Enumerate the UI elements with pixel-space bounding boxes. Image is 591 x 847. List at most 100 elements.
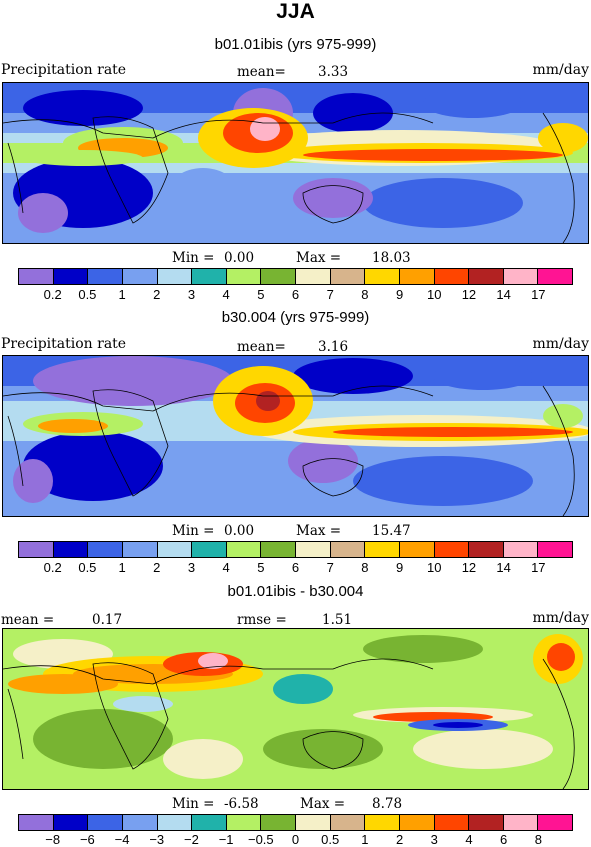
colorbar-swatch — [434, 269, 470, 284]
colorbar-tick-label: 2 — [153, 560, 161, 575]
panel1-map — [2, 82, 589, 244]
colorbar-tick-label: 3 — [187, 560, 196, 575]
colorbar-tick-label: 3 — [187, 287, 196, 302]
colorbar-swatch — [88, 269, 123, 284]
panel1-variable-label: Precipitation rate — [1, 62, 127, 78]
panel2-mean-label: mean= — [237, 339, 286, 355]
colorbar-tick-label: −4 — [114, 832, 130, 847]
colorbar-swatch — [538, 269, 572, 284]
colorbar-swatch — [157, 542, 193, 557]
colorbar-swatch — [53, 269, 89, 284]
colorbar-tick-label: −0.5 — [247, 832, 274, 847]
colorbar-tick-label: 8 — [534, 832, 542, 847]
panel2-mean-value: 3.16 — [318, 339, 349, 355]
colorbar-swatch — [503, 815, 539, 830]
colorbar-tick-label: −8 — [45, 832, 61, 847]
panel3-min-label: Min = — [172, 796, 215, 812]
panel3-mean-label: mean = — [1, 612, 55, 628]
colorbar-tick-label: 1 — [361, 832, 369, 847]
colorbar-swatch — [122, 815, 158, 830]
panel2-units: mm/day — [532, 336, 590, 352]
colorbar-tick-label: −1 — [218, 832, 234, 847]
colorbar-swatch — [122, 542, 158, 557]
colorbar-swatch — [226, 542, 262, 557]
colorbar-swatch — [538, 815, 572, 830]
colorbar-swatch — [434, 542, 470, 557]
colorbar-tick-label: 7 — [326, 287, 334, 302]
colorbar-swatch — [88, 815, 123, 830]
colorbar-tick-label: 2 — [153, 287, 161, 302]
colorbar-tick-label: 7 — [326, 560, 334, 575]
colorbar-swatch — [192, 269, 227, 284]
panel2-min-value: 0.00 — [224, 523, 255, 539]
colorbar-tick-label: 12 — [461, 560, 477, 575]
colorbar-swatch — [157, 815, 193, 830]
panel2-colorbar — [18, 541, 573, 558]
colorbar-swatch — [538, 542, 572, 557]
colorbar-tick-label: 2 — [395, 832, 404, 847]
colorbar-swatch — [261, 815, 296, 830]
colorbar-tick-label: 5 — [257, 287, 265, 302]
panel3-max-label: Max = — [300, 796, 346, 812]
colorbar-swatch — [53, 542, 89, 557]
panel2-subtitle: b30.004 (yrs 975-999) — [221, 309, 370, 326]
colorbar-swatch — [365, 815, 400, 830]
panel3-mean-value: 0.17 — [92, 612, 123, 628]
colorbar-tick-label: 12 — [461, 287, 477, 302]
colorbar-swatch — [19, 815, 54, 830]
colorbar-tick-label: 9 — [395, 560, 404, 575]
panel2-min-label: Min = — [172, 523, 215, 539]
panel1-mean-value: 3.33 — [318, 64, 349, 80]
colorbar-swatch — [296, 815, 331, 830]
colorbar-swatch — [122, 269, 158, 284]
colorbar-tick-label: 8 — [361, 560, 369, 575]
panel1-min-label: Min = — [172, 250, 215, 266]
colorbar-tick-label: 1 — [118, 560, 126, 575]
colorbar-tick-label: 10 — [427, 287, 442, 302]
colorbar-tick-label: 8 — [361, 287, 369, 302]
panel1-max-value: 18.03 — [372, 250, 411, 266]
colorbar-tick-label: −2 — [184, 832, 199, 847]
colorbar-swatch — [226, 269, 262, 284]
colorbar-swatch — [157, 269, 193, 284]
panel3-map — [2, 628, 589, 790]
panel2-variable-label: Precipitation rate — [1, 336, 127, 352]
colorbar-swatch — [88, 542, 123, 557]
colorbar-tick-label: 10 — [427, 560, 442, 575]
colorbar-tick-label: 5 — [257, 560, 265, 575]
colorbar-swatch — [330, 269, 366, 284]
colorbar-swatch — [330, 815, 366, 830]
colorbar-swatch — [296, 542, 331, 557]
colorbar-tick-label: 0.5 — [78, 560, 97, 575]
colorbar-tick-label: 9 — [395, 287, 404, 302]
colorbar-tick-label: 17 — [531, 287, 546, 302]
panel2-map — [2, 355, 589, 517]
colorbar-tick-label: 14 — [496, 287, 511, 302]
colorbar-tick-label: 6 — [291, 287, 300, 302]
panel2-max-label: Max = — [296, 523, 342, 539]
panel3-units: mm/day — [532, 610, 590, 626]
figure-title: JJA — [276, 0, 315, 23]
colorbar-tick-label: 14 — [496, 560, 511, 575]
panel2-colorbar-ticks: 0.2 0.5 1 2 3 4 5 6 7 8 9 10 12 14 17 — [18, 560, 573, 576]
panel3-rmse-label: rmse = — [237, 612, 287, 628]
colorbar-swatch — [296, 269, 331, 284]
colorbar-tick-label: −3 — [149, 832, 165, 847]
panel3-colorbar — [18, 814, 573, 831]
panel2-max-value: 15.47 — [372, 523, 411, 539]
colorbar-tick-label: 4 — [222, 560, 230, 575]
panel3-contour-field — [3, 629, 588, 789]
panel1-subtitle: b01.01ibis (yrs 975-999) — [214, 36, 377, 53]
panel1-min-value: 0.00 — [224, 250, 255, 266]
colorbar-swatch — [261, 269, 296, 284]
colorbar-tick-label: 6 — [500, 832, 508, 847]
panel1-units: mm/day — [532, 62, 590, 78]
panel1-colorbar — [18, 268, 573, 285]
colorbar-tick-label: 3 — [430, 832, 438, 847]
panel3-subtitle: b01.01ibis - b30.004 — [227, 583, 364, 600]
colorbar-swatch — [261, 542, 296, 557]
colorbar-swatch — [434, 815, 470, 830]
colorbar-tick-label: 4 — [222, 287, 230, 302]
colorbar-swatch — [192, 815, 227, 830]
colorbar-swatch — [469, 815, 504, 830]
